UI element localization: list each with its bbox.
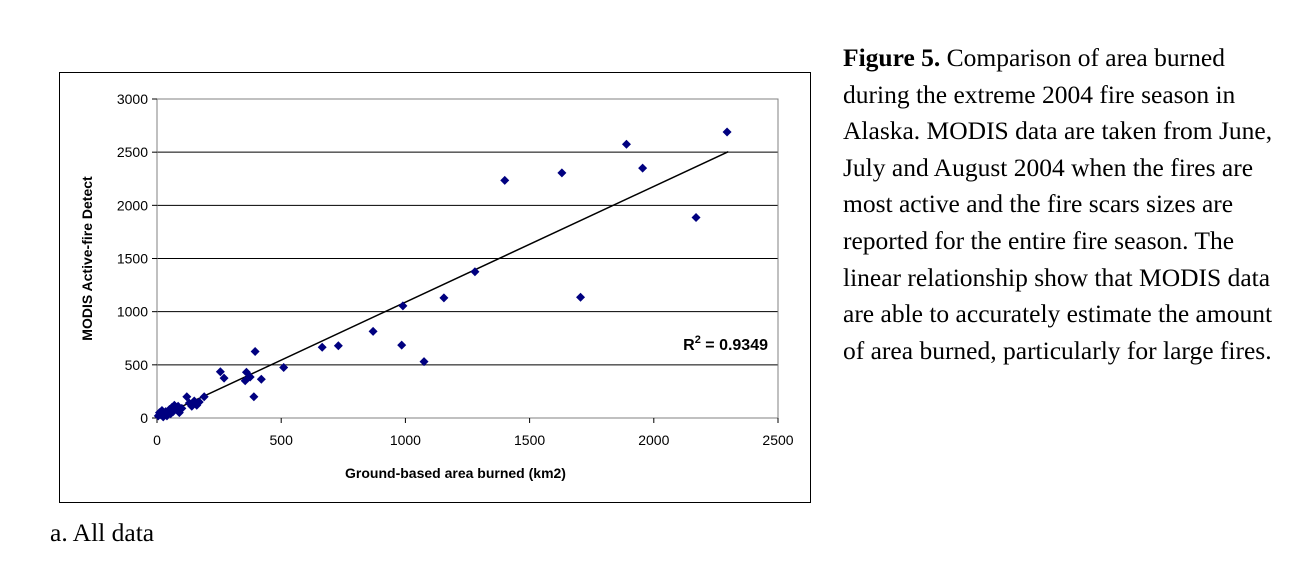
r-squared-annotation: R2 = 0.9349 — [683, 334, 768, 354]
data-point — [256, 374, 266, 384]
figure-caption-text: Comparison of area burned during the ext… — [843, 43, 1273, 365]
y-tick-label: 2000 — [117, 197, 148, 213]
data-point — [250, 347, 260, 357]
data-point — [722, 127, 732, 137]
data-point — [638, 163, 648, 173]
y-tick-label: 0 — [140, 410, 148, 426]
figure-caption: Figure 5. Comparison of area burned duri… — [843, 40, 1293, 369]
r-squared-superscript: 2 — [695, 334, 701, 346]
data-point — [557, 168, 567, 178]
data-point — [500, 175, 510, 185]
figure-label: Figure 5. — [843, 43, 941, 72]
y-tick-labels: 0 500 1000 1500 2000 2500 3000 — [117, 91, 157, 426]
data-point — [439, 293, 449, 303]
data-point — [194, 397, 204, 407]
data-point — [397, 340, 407, 350]
data-point — [691, 213, 701, 223]
x-tick-label: 1500 — [514, 432, 545, 448]
data-point — [470, 267, 480, 277]
y-tick-label: 1500 — [117, 251, 148, 267]
data-point — [199, 392, 209, 402]
r-squared-prefix: R — [683, 337, 695, 354]
y-tick-label: 1000 — [117, 304, 148, 320]
x-tick-label: 2500 — [762, 432, 793, 448]
data-point — [398, 301, 408, 311]
data-point — [368, 326, 378, 336]
y-axis-title: MODIS Active-fire Detect — [79, 176, 95, 341]
x-tick-label: 1000 — [390, 432, 421, 448]
data-points — [153, 127, 732, 422]
data-point — [249, 392, 259, 402]
trend-line — [156, 150, 729, 419]
y-tick-label: 2500 — [117, 144, 148, 160]
chart-frame — [59, 72, 811, 503]
y-tick-label: 3000 — [117, 91, 148, 107]
data-point — [419, 357, 429, 367]
data-point — [279, 362, 289, 372]
x-axis-title: Ground-based area burned (km2) — [345, 465, 566, 481]
x-tick-label: 2000 — [638, 432, 669, 448]
subfigure-caption: a. All data — [50, 518, 155, 547]
grid-lines — [157, 151, 778, 366]
data-point — [317, 342, 327, 352]
data-point — [219, 373, 229, 383]
x-tick-labels: 0 500 1000 1500 2000 2500 — [153, 418, 794, 448]
data-point — [576, 292, 586, 302]
r-squared-value: = 0.9349 — [701, 337, 768, 354]
x-tick-label: 0 — [153, 432, 161, 448]
data-point — [177, 403, 187, 413]
data-point — [621, 139, 631, 149]
y-tick-label: 500 — [125, 357, 149, 373]
data-point — [333, 341, 343, 351]
x-tick-label: 500 — [270, 432, 294, 448]
data-point — [245, 372, 255, 382]
data-point — [215, 367, 225, 377]
